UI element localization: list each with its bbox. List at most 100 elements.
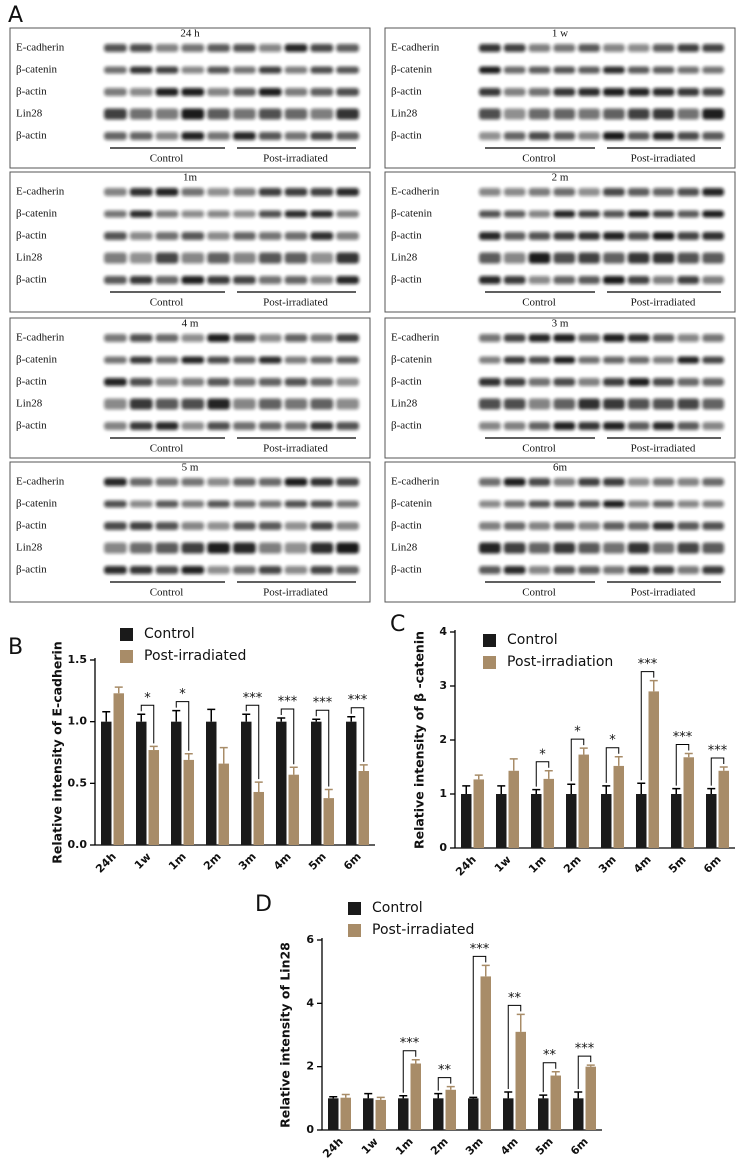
blot-title: 2 m: [552, 172, 569, 184]
blot-band: [310, 398, 334, 410]
blot-band: [503, 66, 526, 74]
blot-band: [578, 210, 600, 218]
blot-band: [503, 356, 526, 364]
blot-title: 6m: [553, 462, 568, 474]
blot-band: [336, 188, 359, 196]
blot-band: [310, 478, 334, 486]
blot-band: [503, 378, 526, 386]
blot-band: [207, 210, 230, 218]
blot-row-label: β-actin: [391, 86, 422, 98]
blot-band: [233, 44, 256, 52]
blot-band: [233, 542, 256, 554]
bar: [276, 721, 287, 845]
blot-band: [258, 88, 282, 96]
error-bar: [411, 1058, 420, 1064]
blot-band: [578, 542, 600, 554]
blot-band: [578, 334, 600, 342]
blot-band: [702, 66, 724, 74]
bar: [101, 721, 112, 845]
blot-band: [479, 398, 501, 410]
blot-band: [503, 334, 526, 342]
blot-band: [528, 422, 551, 430]
blot-band: [181, 232, 205, 240]
x-tick-label: 24h: [93, 850, 119, 876]
legend-label: Post-irradiated: [144, 648, 246, 664]
significance-bracket: [175, 701, 190, 751]
x-tick-label: 3m: [236, 850, 259, 873]
blot-band: [207, 252, 230, 264]
blot-band: [652, 44, 675, 52]
blot-row-label: E-cadherin: [16, 186, 65, 198]
x-tick-label: 24h: [320, 1135, 346, 1161]
bar: [543, 778, 554, 848]
blot-band: [627, 378, 650, 386]
bar: [671, 794, 682, 848]
error-bar: [434, 1092, 443, 1099]
blot-band: [155, 66, 179, 74]
blot-band: [155, 88, 179, 96]
blot-band: [336, 232, 359, 240]
error-bar: [602, 785, 611, 794]
bar: [346, 721, 357, 845]
blot-row-label: β-actin: [391, 376, 422, 388]
group-label: Control: [150, 297, 184, 309]
blot-band: [233, 88, 256, 96]
blot-band: [553, 398, 576, 410]
blot-band: [578, 44, 600, 52]
blot-band: [603, 398, 625, 410]
blot-band: [627, 542, 650, 554]
error-bar: [579, 747, 588, 755]
bar: [585, 1066, 596, 1130]
blot-band: [528, 356, 551, 364]
blot-band: [603, 334, 625, 342]
blot-band: [155, 108, 179, 120]
legend-label: Post-irradiated: [372, 922, 474, 938]
blot-band: [284, 108, 308, 120]
blot-band: [677, 252, 700, 264]
blot-row-label: β-actin: [16, 86, 47, 98]
blot-row-label: β-catenin: [391, 208, 433, 220]
blot-row-label: Lin28: [391, 542, 418, 554]
blot-band: [310, 522, 334, 530]
blot-band: [553, 210, 576, 218]
blot-band: [258, 378, 282, 386]
x-tick-label: 1w: [132, 850, 154, 872]
blot-band: [336, 422, 359, 430]
blot-band: [284, 252, 308, 264]
error-bar: [497, 785, 506, 794]
blot-band: [528, 522, 551, 530]
blot-row-label: β-actin: [391, 230, 422, 242]
blot-band: [603, 108, 625, 120]
blot-band: [284, 542, 308, 554]
x-tick-label: 5m: [533, 1135, 556, 1158]
blot-band: [603, 356, 625, 364]
bar: [578, 754, 589, 848]
bar: [218, 763, 229, 845]
blot-band: [207, 44, 230, 52]
panel-label: D: [255, 892, 272, 917]
blot-band: [233, 422, 256, 430]
bar: [461, 794, 472, 848]
blot-band: [702, 88, 724, 96]
blot-band: [479, 108, 501, 120]
significance-bracket: [640, 671, 655, 781]
blot-band: [553, 422, 576, 430]
significance-bracket: [710, 757, 725, 786]
blot-band: [627, 276, 650, 284]
x-tick-label: 4m: [498, 1135, 521, 1158]
blot-band: [155, 232, 179, 240]
blot-band: [652, 252, 675, 264]
blot-row-label: β-catenin: [391, 498, 433, 510]
blot-band: [129, 232, 153, 240]
blot-band: [233, 522, 256, 530]
significance-label: *: [609, 733, 616, 748]
blot-band: [129, 334, 153, 342]
blot-band: [578, 398, 600, 410]
blot-row-label: β-catenin: [16, 354, 58, 366]
y-tick-label: 2: [306, 1060, 314, 1073]
blot-band: [479, 478, 501, 486]
bar: [718, 770, 729, 848]
blot-band: [181, 378, 205, 386]
blot-band: [258, 232, 282, 240]
blot-band: [578, 108, 600, 120]
